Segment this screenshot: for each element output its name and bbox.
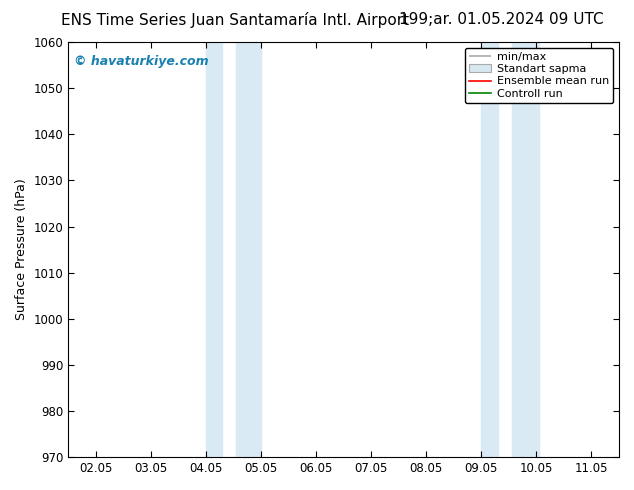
Bar xyxy=(206,42,223,457)
Bar xyxy=(236,42,261,457)
Y-axis label: Surface Pressure (hPa): Surface Pressure (hPa) xyxy=(15,179,28,320)
Text: 199;ar. 01.05.2024 09 UTC: 199;ar. 01.05.2024 09 UTC xyxy=(399,12,603,27)
Text: ENS Time Series Juan Santamaría Intl. Airport: ENS Time Series Juan Santamaría Intl. Ai… xyxy=(60,12,409,28)
Bar xyxy=(481,42,498,457)
Legend: min/max, Standart sapma, Ensemble mean run, Controll run: min/max, Standart sapma, Ensemble mean r… xyxy=(465,48,614,103)
Text: © havaturkiye.com: © havaturkiye.com xyxy=(74,54,209,68)
Bar xyxy=(512,42,539,457)
